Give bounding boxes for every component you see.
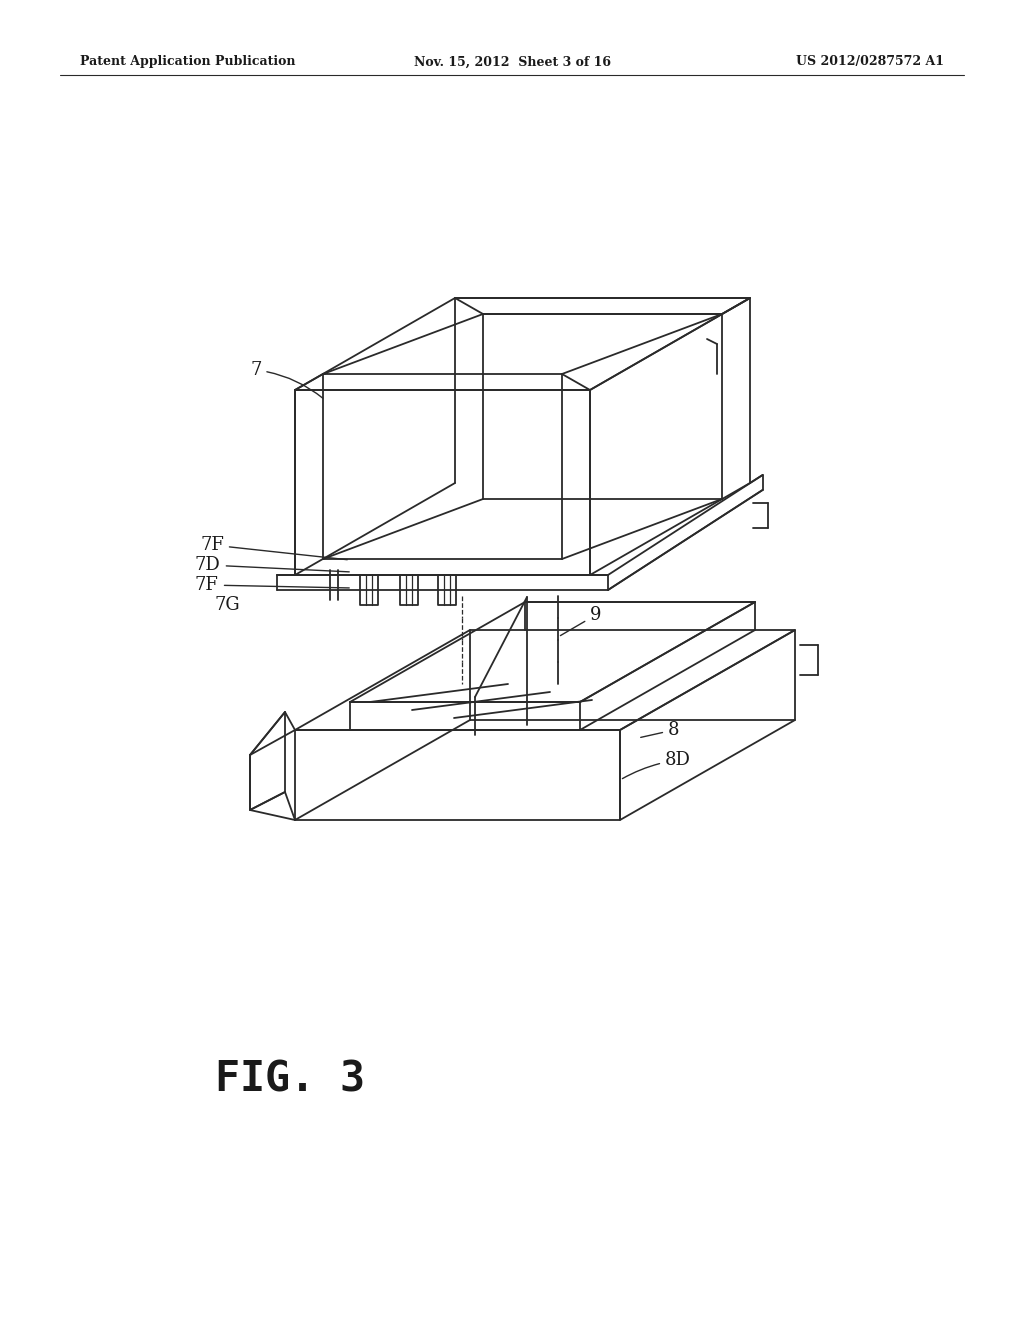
Text: US 2012/0287572 A1: US 2012/0287572 A1 bbox=[796, 55, 944, 69]
Text: 8: 8 bbox=[641, 721, 680, 739]
Text: 7: 7 bbox=[250, 360, 323, 399]
Text: 7F: 7F bbox=[200, 536, 347, 560]
Text: Nov. 15, 2012  Sheet 3 of 16: Nov. 15, 2012 Sheet 3 of 16 bbox=[414, 55, 610, 69]
Text: Patent Application Publication: Patent Application Publication bbox=[80, 55, 296, 69]
Text: 7F: 7F bbox=[195, 576, 349, 594]
Text: 7G: 7G bbox=[215, 597, 241, 614]
Text: 9: 9 bbox=[560, 606, 601, 636]
Text: 7D: 7D bbox=[195, 556, 349, 574]
Text: 8D: 8D bbox=[623, 751, 691, 779]
Text: FIG. 3: FIG. 3 bbox=[215, 1059, 365, 1101]
